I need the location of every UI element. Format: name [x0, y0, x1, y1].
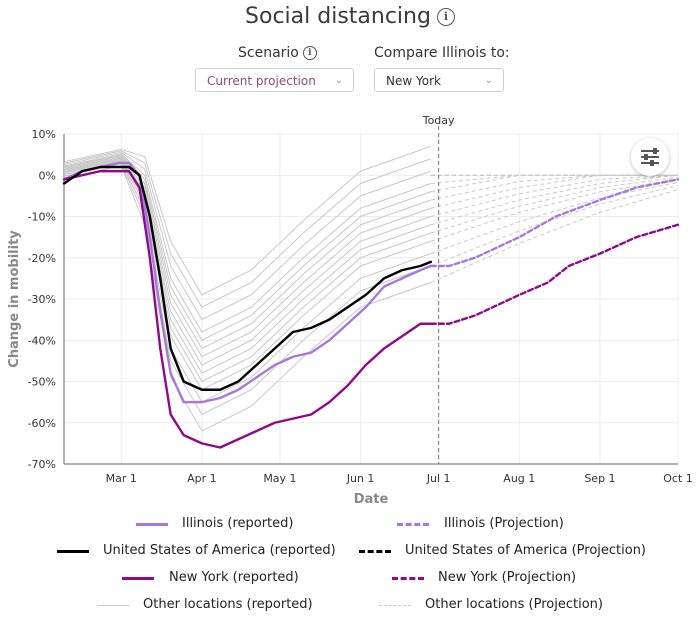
scenario-dropdown[interactable]: Current projection ⌄ — [195, 68, 354, 92]
x-tick-label: May 1 — [263, 472, 296, 485]
y-tick-label: -20% — [28, 252, 56, 265]
x-tick-label: Apr 1 — [187, 472, 217, 485]
other-location-line — [63, 145, 432, 296]
y-tick-label: -50% — [28, 376, 56, 389]
sliders-icon — [641, 150, 659, 152]
legend-label[interactable]: United States of America (Projection) — [405, 543, 647, 558]
series-line-usa-solid — [62, 165, 433, 391]
scenario-label: Scenario i — [238, 45, 317, 61]
chevron-down-icon: ⌄ — [334, 75, 343, 86]
other-location-line — [63, 163, 432, 416]
other-location-projection — [430, 178, 679, 242]
x-tick-label: Jun 1 — [346, 472, 375, 485]
sliders-icon-bar — [641, 156, 659, 158]
other-location-line — [63, 151, 432, 321]
x-tick-label: Mar 1 — [106, 472, 137, 485]
y-tick-label: 10% — [32, 128, 56, 141]
other-location-projection — [430, 174, 678, 201]
other-location-line — [63, 165, 432, 432]
legend-label[interactable]: New York (Projection) — [438, 570, 577, 585]
other-location-line — [63, 155, 432, 350]
other-location-line — [63, 153, 432, 333]
scenario-info-icon[interactable]: i — [302, 46, 317, 60]
other-location-line — [63, 150, 432, 308]
legend-swatch — [379, 605, 411, 606]
x-tick-label: Oct 1 — [663, 472, 693, 485]
chart-settings-button[interactable] — [631, 138, 669, 176]
x-tick-label: Sep 1 — [584, 472, 615, 485]
legend-swatch — [136, 523, 168, 526]
legend-label[interactable]: United States of America (reported) — [103, 543, 336, 558]
other-location-line — [63, 161, 432, 403]
other-location-line — [63, 154, 432, 341]
info-icon[interactable]: i — [436, 7, 455, 26]
y-tick-label: -30% — [28, 293, 56, 306]
chevron-down-icon: ⌄ — [484, 75, 493, 86]
chart-header: Social distancing i — [0, 4, 700, 29]
legend-swatch — [122, 577, 154, 580]
other-location-projection — [430, 174, 679, 226]
other-location-projection — [430, 174, 679, 217]
legend-swatch — [57, 550, 89, 553]
slider-knob — [653, 148, 657, 154]
x-tick-label: Jul 1 — [426, 472, 451, 485]
scenario-value: Current projection — [207, 74, 316, 88]
other-location-line — [63, 157, 432, 366]
legend-swatch — [359, 550, 391, 553]
compare-label: Compare Illinois to: — [374, 45, 510, 61]
other-location-line — [63, 159, 432, 383]
today-label: Today — [422, 114, 455, 127]
compare-dropdown[interactable]: New York ⌄ — [374, 68, 504, 92]
slider-knob — [650, 160, 654, 166]
series-line-illinois-dashed — [429, 178, 680, 268]
y-tick-label: -70% — [28, 458, 56, 471]
legend-swatch — [397, 523, 429, 526]
legend-label[interactable]: New York (reported) — [169, 570, 299, 585]
other-location-projection — [430, 185, 679, 267]
slider-knob — [644, 154, 648, 160]
legend-swatch — [97, 605, 129, 606]
mobility-chart: 10% 0% -10% -20% -30% -40% -50% -60% -70% Mar 1 Ap… — [7, 114, 693, 507]
x-axis-title: Date — [354, 492, 389, 507]
series-line-illinois-solid — [62, 161, 433, 404]
scenario-label-text: Scenario — [238, 45, 299, 61]
x-tick-label: Aug 1 — [503, 472, 535, 485]
other-location-projection — [430, 174, 678, 193]
legend-label[interactable]: Illinois (reported) — [182, 516, 294, 531]
y-tick-label: 0% — [39, 169, 56, 182]
y-tick-label: -10% — [28, 211, 56, 224]
page-title: Social distancing — [245, 4, 431, 29]
legend-label[interactable]: Other locations (Projection) — [425, 597, 603, 612]
legend-label[interactable]: Illinois (Projection) — [444, 516, 564, 531]
other-location-projection — [430, 176, 679, 234]
y-tick-label: -40% — [28, 334, 56, 347]
other-location-projection — [430, 181, 679, 255]
legend-swatch — [392, 577, 424, 580]
y-axis-title: Change in mobility — [7, 230, 22, 368]
compare-value: New York — [386, 74, 441, 88]
legend-label[interactable]: Other locations (reported) — [143, 597, 313, 612]
series-line-new_york-dashed — [429, 223, 680, 325]
other-location-line — [63, 156, 432, 358]
y-tick-label: -60% — [28, 417, 56, 430]
series-line-new_york-solid — [62, 169, 433, 449]
